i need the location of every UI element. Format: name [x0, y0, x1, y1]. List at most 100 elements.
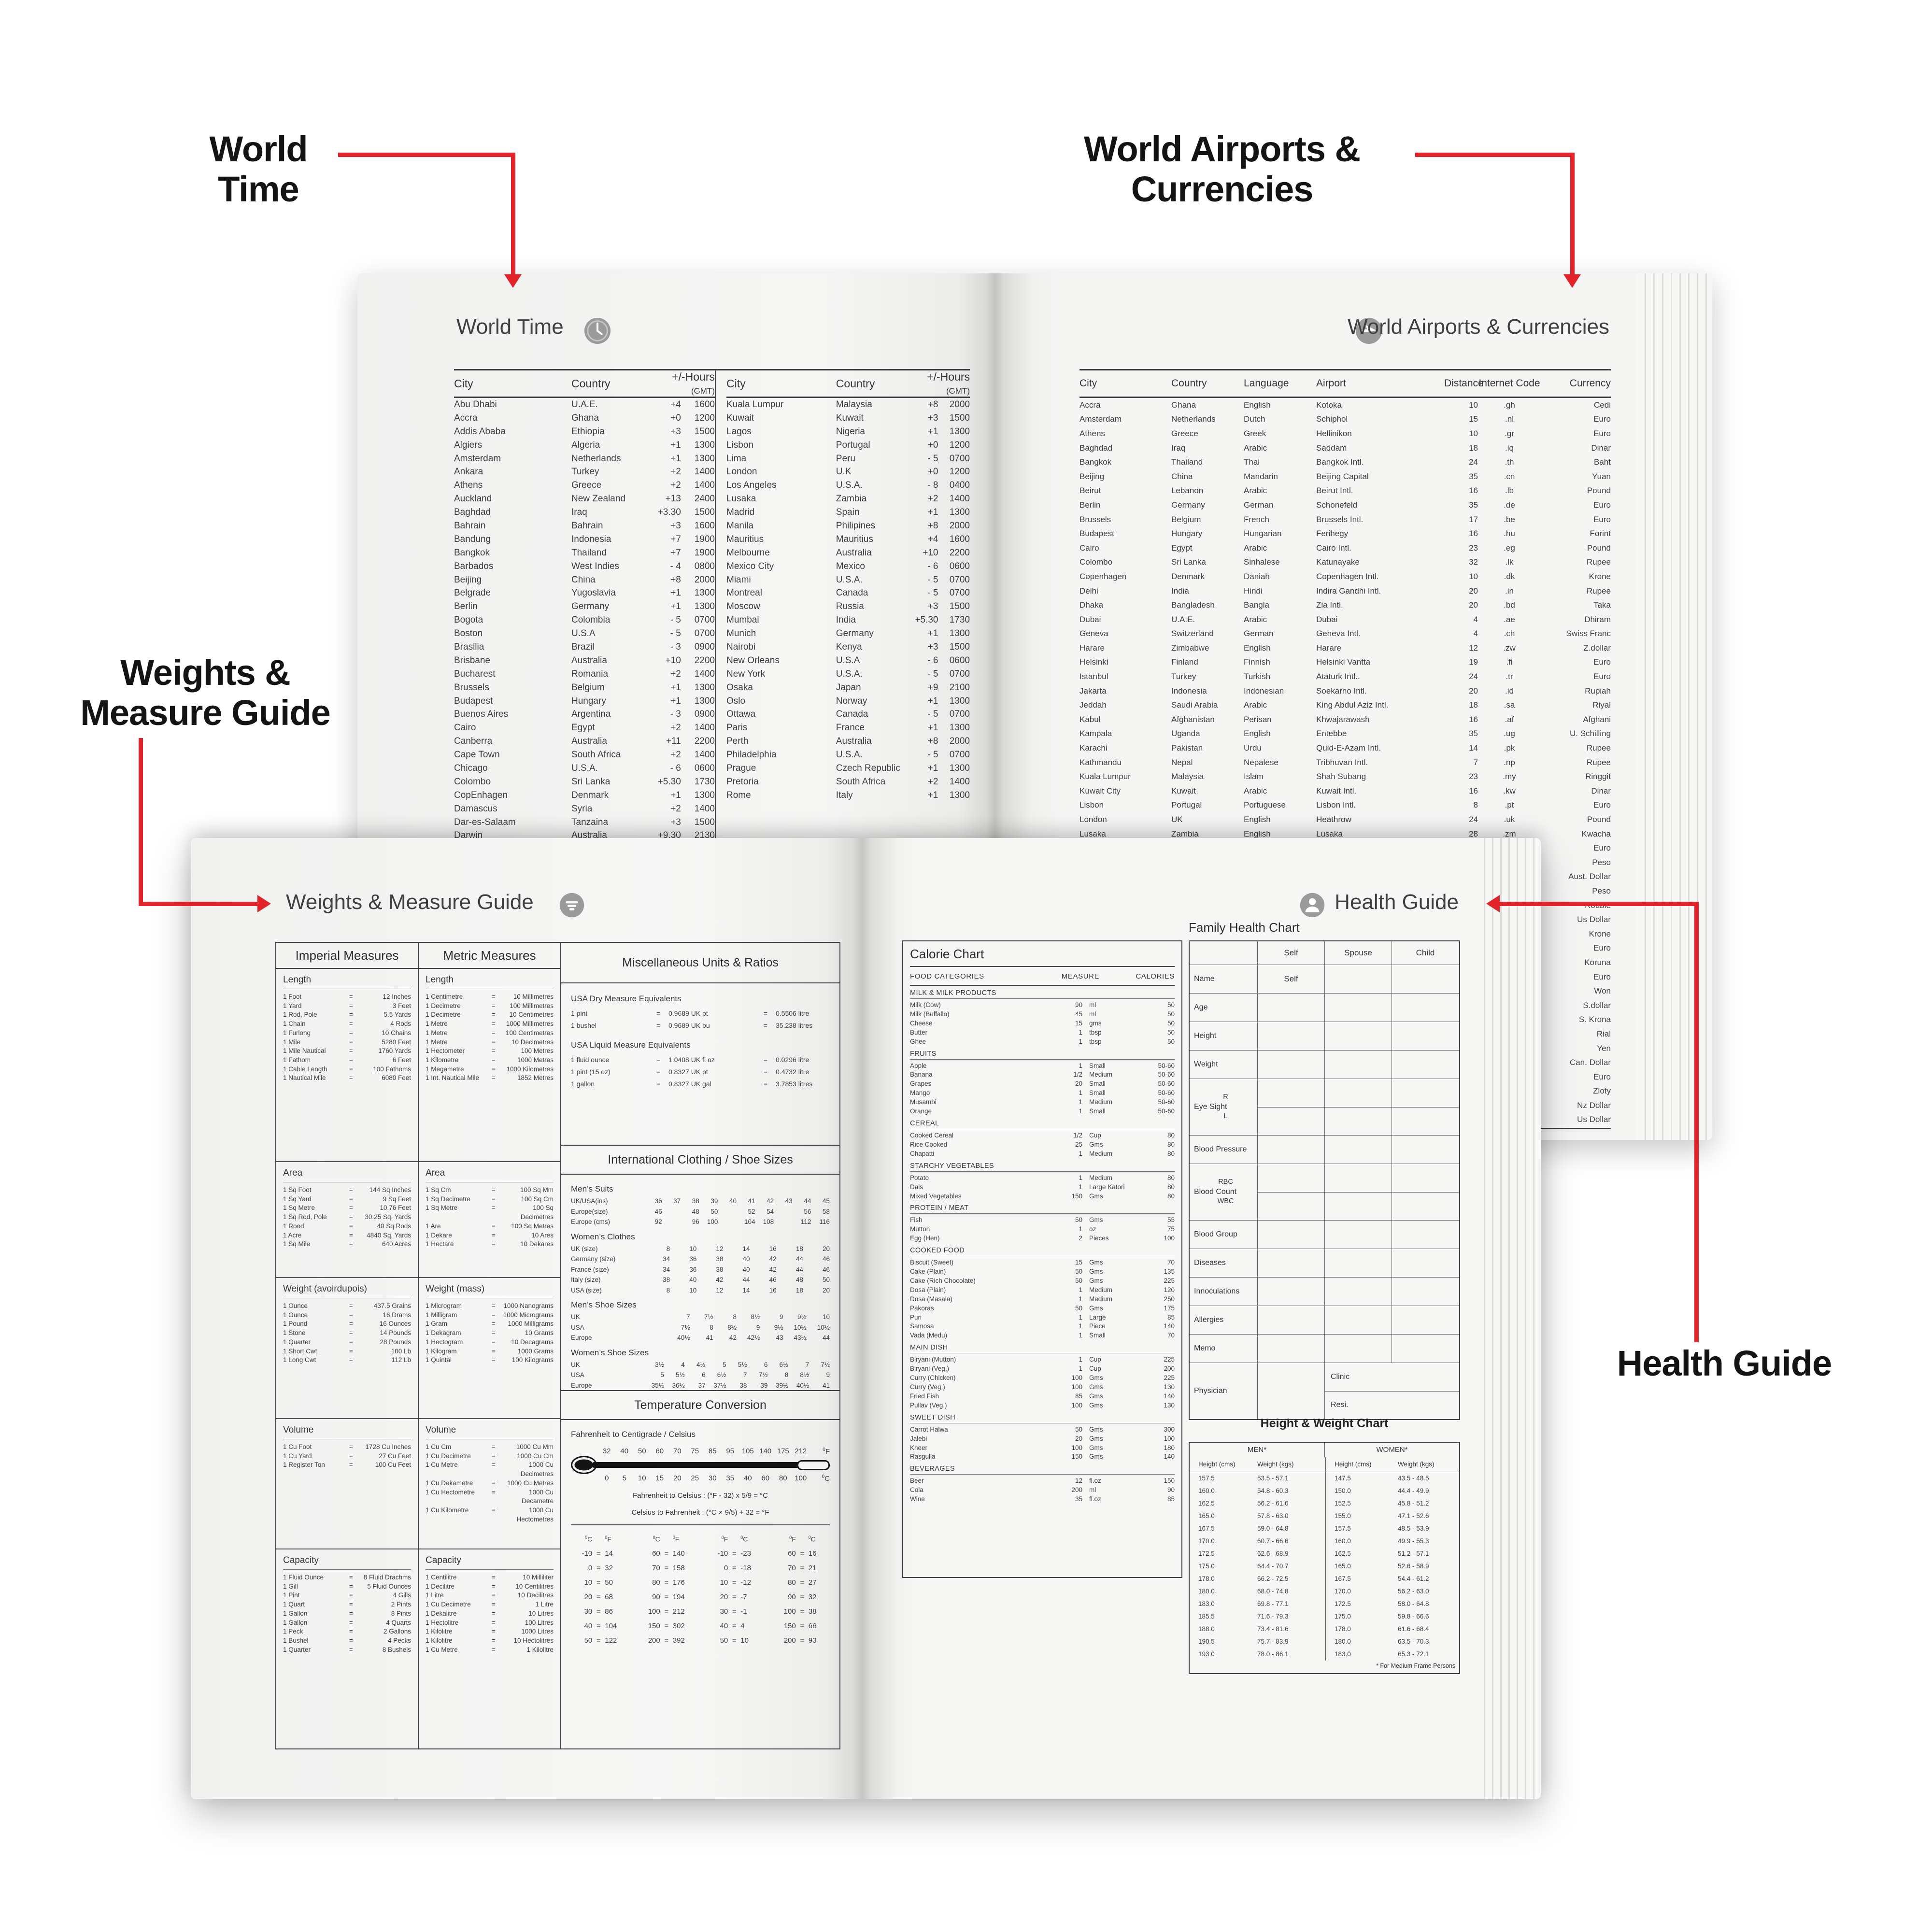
- equals-sign: =: [800, 1563, 805, 1572]
- measure-row: 1 Microgram = 1000 Nanograms: [426, 1302, 554, 1311]
- measure-value: 1000 Cu Decimetres: [520, 1461, 554, 1478]
- distance-cell: 20: [1469, 686, 1478, 696]
- airport-cell: Kuwait Intl.: [1316, 786, 1357, 796]
- equals-sign: =: [596, 1563, 601, 1572]
- women-label: WOMEN*: [1324, 1443, 1459, 1457]
- airport-cell: Indira Gandhi Intl.: [1316, 586, 1381, 596]
- language-cell: Islam: [1244, 772, 1264, 781]
- internet-code-cell: .kw: [1503, 786, 1516, 796]
- world-time-row: Damascus Syria +2 1400: [454, 802, 715, 816]
- country-cell: Canada: [836, 709, 868, 720]
- men-weight-cell: 66.2 - 72.5: [1257, 1575, 1289, 1582]
- country-cell: Syria: [571, 803, 593, 814]
- measure-name: 1 Centilitre: [426, 1574, 457, 1581]
- airport-cell: Harare: [1316, 643, 1341, 653]
- calories-cell: 225: [1164, 1277, 1175, 1284]
- metric-sections: Length 1 Centimetre = 10 Millimetres 1 Decim…: [419, 969, 560, 1751]
- arrow-line: [1570, 153, 1575, 276]
- internet-code-cell: .sa: [1504, 700, 1515, 710]
- women-height-cell: 155.0: [1325, 1510, 1393, 1522]
- men-height-cell: 157.5: [1198, 1475, 1215, 1482]
- men-height-cell: 172.5: [1198, 1550, 1215, 1557]
- world-time-row: Boston U.S.A - 5 0700: [454, 627, 715, 640]
- hours-cell: +3: [670, 520, 681, 531]
- city-cell: Madrid: [726, 507, 755, 518]
- women-weight-cell: 56.2 - 63.0: [1398, 1588, 1429, 1595]
- measure-value: 9 Sq Feet: [383, 1195, 411, 1203]
- fahrenheit-tick: 70: [673, 1447, 682, 1455]
- measure-name: 1 Metre: [426, 1020, 448, 1028]
- language-cell: Indonesian: [1244, 686, 1284, 696]
- size-value: 8: [710, 1323, 713, 1331]
- family-value-cell: [1392, 1079, 1459, 1135]
- size-row: Germany (size)34363840424446: [571, 1254, 830, 1264]
- country-cell: Greece: [571, 480, 602, 491]
- equals-sign: =: [491, 1065, 496, 1073]
- city-cell: Lisbon: [726, 440, 753, 450]
- world-time-row: Baghdad Iraq +3.30 1500: [454, 506, 715, 519]
- women-height-cell: 172.5: [1325, 1598, 1393, 1610]
- currency-cell: S. Krona: [1578, 1015, 1611, 1024]
- food-cell: Wine: [910, 1495, 925, 1503]
- country-cell: Japan: [836, 682, 861, 693]
- city-cell: Melbourne: [726, 547, 770, 558]
- men-height-cell: 193.0: [1198, 1650, 1215, 1658]
- equals-sign: =: [491, 1222, 496, 1230]
- language-cell: Nepalese: [1244, 757, 1279, 767]
- measure-name: 1 Litre: [426, 1591, 444, 1599]
- equals-sign: =: [596, 1578, 601, 1587]
- measure-value: 100 Kilograms: [511, 1356, 554, 1364]
- city-cell: Ankara: [454, 467, 483, 477]
- country-cell: Thailand: [1171, 457, 1203, 467]
- value-half: [1325, 1079, 1392, 1107]
- distance-cell: 20: [1469, 600, 1478, 610]
- person-icon: [1300, 893, 1325, 918]
- measure-row: 1 Cu Metre = 1 Kilolitre: [426, 1646, 554, 1655]
- measure-name: 1 Metre: [426, 1038, 448, 1046]
- measure-name: 1 Hectogram: [426, 1338, 463, 1346]
- internet-code-cell: .gh: [1504, 400, 1515, 410]
- food-cell: Cola: [910, 1486, 923, 1494]
- internet-code-cell: .np: [1504, 757, 1515, 767]
- airports-overflow-row: Aust. Dollar: [1080, 870, 1611, 884]
- distance-cell: 23: [1469, 772, 1478, 781]
- equals-sign: =: [763, 1056, 768, 1064]
- unit-cell: Gms: [1089, 1392, 1103, 1400]
- col-header-currency: Currency: [1569, 378, 1611, 389]
- city-cell: Manila: [726, 520, 753, 531]
- hours-cell: - 5: [927, 709, 938, 720]
- quantity-cell: 20: [1075, 1435, 1082, 1442]
- measure-value: 10 Ares: [531, 1231, 554, 1239]
- world-time-row: Barbados West Indies - 4 0800: [454, 560, 715, 573]
- size-value: 108: [763, 1218, 774, 1225]
- measure-row: 1 Hectolitre = 100 Litres: [426, 1619, 554, 1628]
- time-cell: 1300: [938, 507, 970, 518]
- conversion-row: 150 = 302: [639, 1619, 695, 1634]
- women-weight-cell: 65.3 - 72.1: [1398, 1650, 1429, 1658]
- measure-name: 1 Cu Cm: [426, 1443, 452, 1450]
- internet-code-cell: .zm: [1503, 829, 1516, 838]
- size-value: 6½: [779, 1361, 789, 1368]
- currency-cell: Pound: [1587, 486, 1611, 496]
- time-cell: 0600: [938, 655, 970, 666]
- country-cell: Argentina: [571, 709, 611, 720]
- unit-cell: Gms: [1089, 1435, 1103, 1442]
- quantity-cell: 25: [1075, 1140, 1082, 1148]
- calorie-row: Grapes 20 Small 50-60: [910, 1080, 1175, 1089]
- quantity-cell: 85: [1075, 1392, 1082, 1400]
- family-row: R Eye Sight L: [1190, 1079, 1459, 1135]
- formula-c2f: Celsius to Fahrenheit : (°C × 9/5) + 32 …: [631, 1508, 769, 1517]
- equals-sign: =: [763, 1080, 768, 1088]
- equals-sign: =: [491, 1628, 496, 1635]
- currency-cell: Z.dollar: [1583, 643, 1611, 653]
- height-weight-row: 193.0 78.0 - 86.1 183.0 65.3 - 72.1: [1190, 1648, 1459, 1661]
- litre-value: 0.0296 litre: [776, 1056, 810, 1064]
- internet-code-cell: .gr: [1505, 428, 1514, 438]
- imperial-title: Imperial Measures: [276, 943, 418, 969]
- currency-cell: Pound: [1587, 543, 1611, 553]
